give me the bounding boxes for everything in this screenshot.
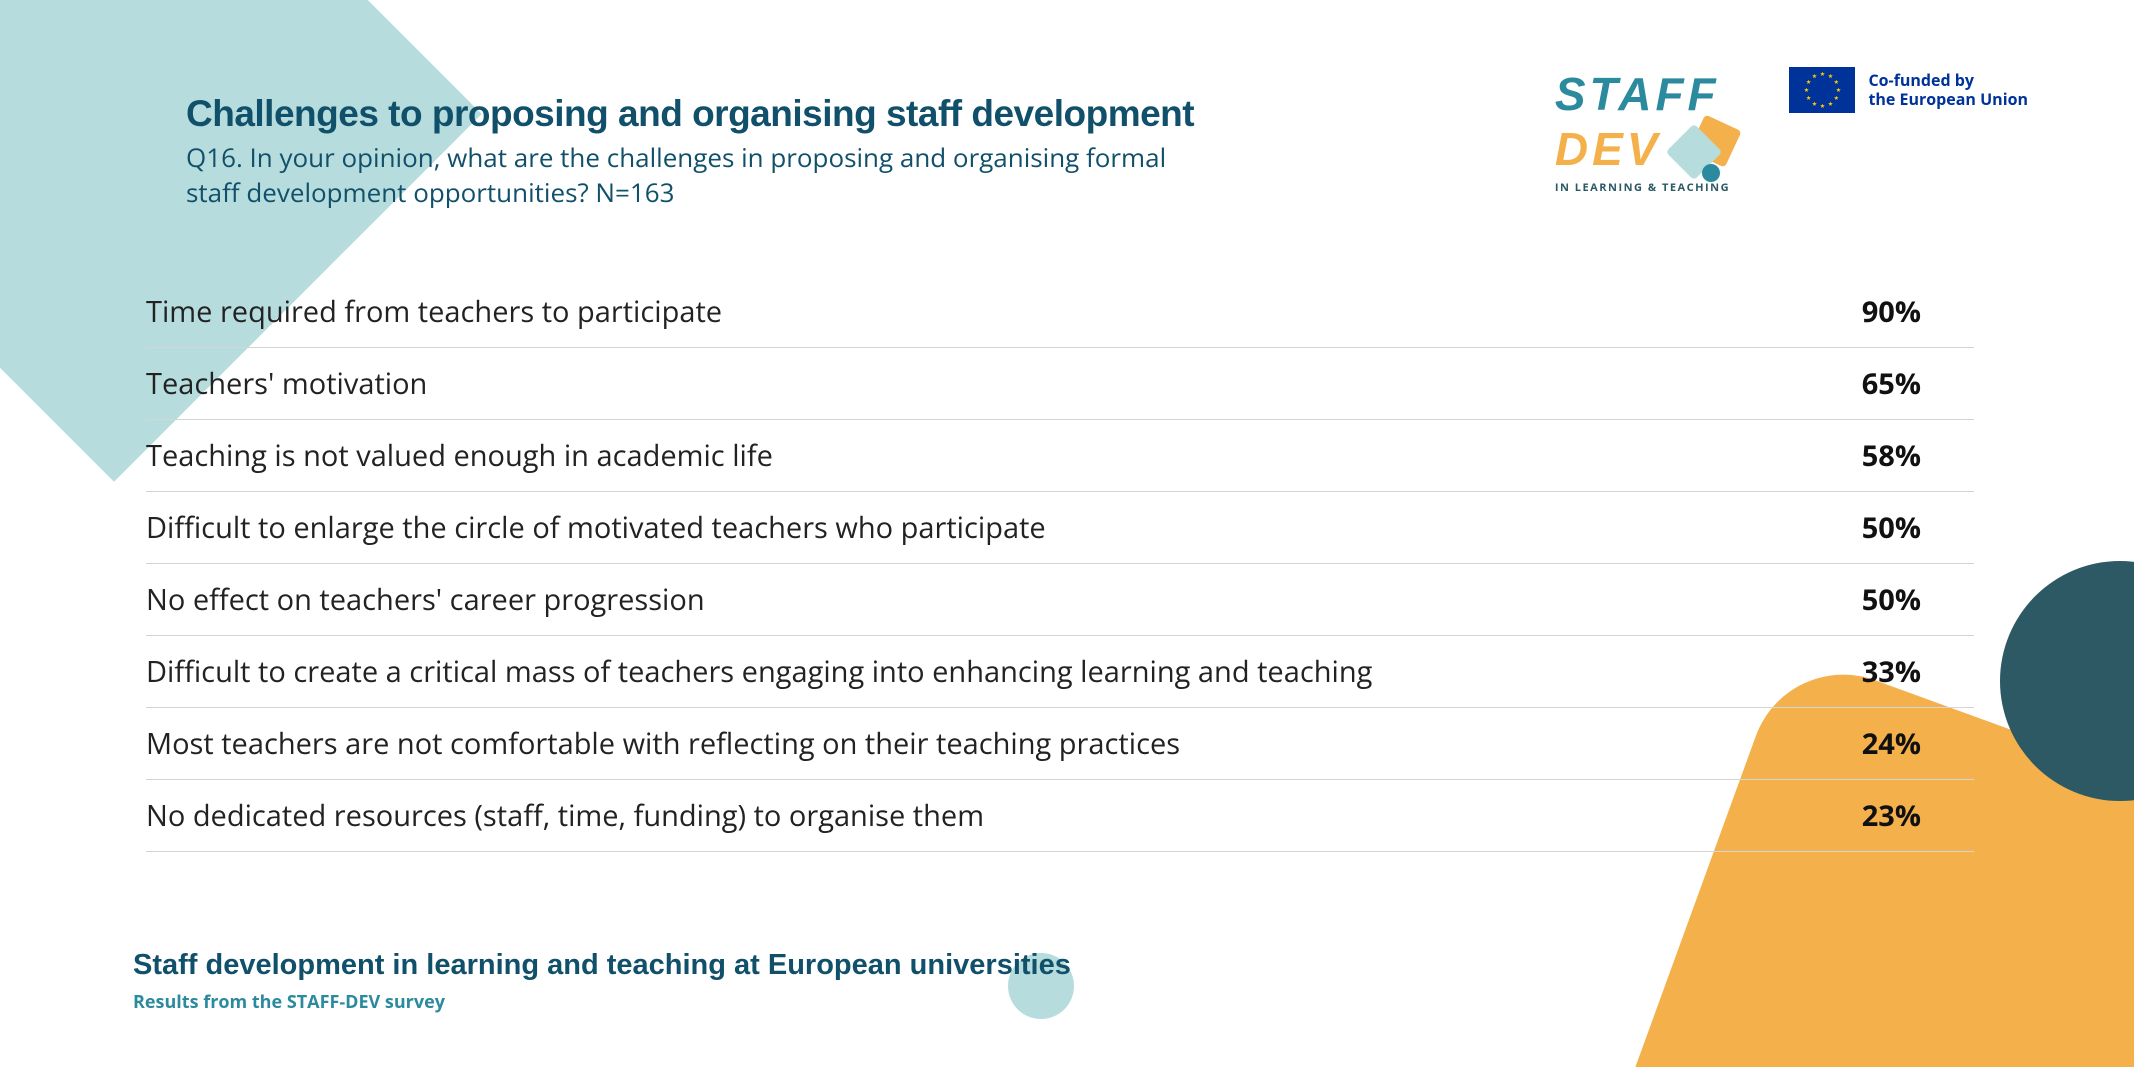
row-value: 24%	[1862, 724, 1961, 763]
row-value: 50%	[1862, 580, 1961, 619]
staffdev-logo-line2: DEV	[1555, 122, 1662, 176]
staffdev-logo-mark	[1669, 116, 1749, 182]
row-label: No dedicated resources (staff, time, fun…	[146, 796, 984, 835]
table-row: Difficult to enlarge the circle of motiv…	[146, 492, 1974, 564]
slide-footer: Staff development in learning and teachi…	[133, 949, 1071, 1014]
row-label: Time required from teachers to participa…	[146, 292, 722, 331]
row-label: Difficult to enlarge the circle of motiv…	[146, 508, 1046, 547]
row-label: Difficult to create a critical mass of t…	[146, 652, 1372, 691]
slide-title: Challenges to proposing and organising s…	[186, 93, 1226, 135]
row-label: Teaching is not valued enough in academi…	[146, 436, 773, 475]
row-label: Most teachers are not comfortable with r…	[146, 724, 1180, 763]
logo-row: STAFF DEV IN LEARNING & TEACHING Co-fund…	[1555, 67, 2028, 195]
title-block: Challenges to proposing and organising s…	[186, 93, 1226, 210]
table-row: Time required from teachers to participa…	[146, 276, 1974, 348]
table-row: Teachers' motivation 65%	[146, 348, 1974, 420]
eu-star-ring	[1803, 71, 1841, 109]
row-label: Teachers' motivation	[146, 364, 427, 403]
row-value: 23%	[1862, 796, 1961, 835]
table-row: Difficult to create a critical mass of t…	[146, 636, 1974, 708]
eu-flag-icon	[1789, 67, 1855, 113]
staffdev-logo-line1: STAFF	[1555, 67, 1750, 121]
staffdev-logo-tagline: IN LEARNING & TEACHING	[1555, 180, 1750, 195]
header-row: Challenges to proposing and organising s…	[186, 93, 1948, 210]
footer-subtitle: Results from the STAFF-DEV survey	[133, 990, 1071, 1014]
table-row: Most teachers are not comfortable with r…	[146, 708, 1974, 780]
eu-cofunded-logo: Co-funded by the European Union	[1789, 67, 2028, 113]
table-row: No dedicated resources (staff, time, fun…	[146, 780, 1974, 852]
table-row: No effect on teachers' career progressio…	[146, 564, 1974, 636]
eu-text-line2: the European Union	[1868, 90, 2028, 109]
row-value: 58%	[1862, 436, 1961, 475]
slide-subtitle: Q16. In your opinion, what are the chall…	[186, 140, 1226, 210]
table-row: Teaching is not valued enough in academi…	[146, 420, 1974, 492]
slide-content: Challenges to proposing and organising s…	[0, 0, 2134, 1067]
row-value: 65%	[1862, 364, 1961, 403]
row-value: 33%	[1862, 652, 1961, 691]
footer-title: Staff development in learning and teachi…	[133, 949, 1071, 982]
row-value: 50%	[1862, 508, 1961, 547]
row-value: 90%	[1862, 292, 1961, 331]
challenges-table: Time required from teachers to participa…	[146, 276, 1974, 852]
eu-cofunded-text: Co-funded by the European Union	[1868, 71, 2028, 109]
row-label: No effect on teachers' career progressio…	[146, 580, 705, 619]
staffdev-logo: STAFF DEV IN LEARNING & TEACHING	[1555, 67, 1750, 195]
